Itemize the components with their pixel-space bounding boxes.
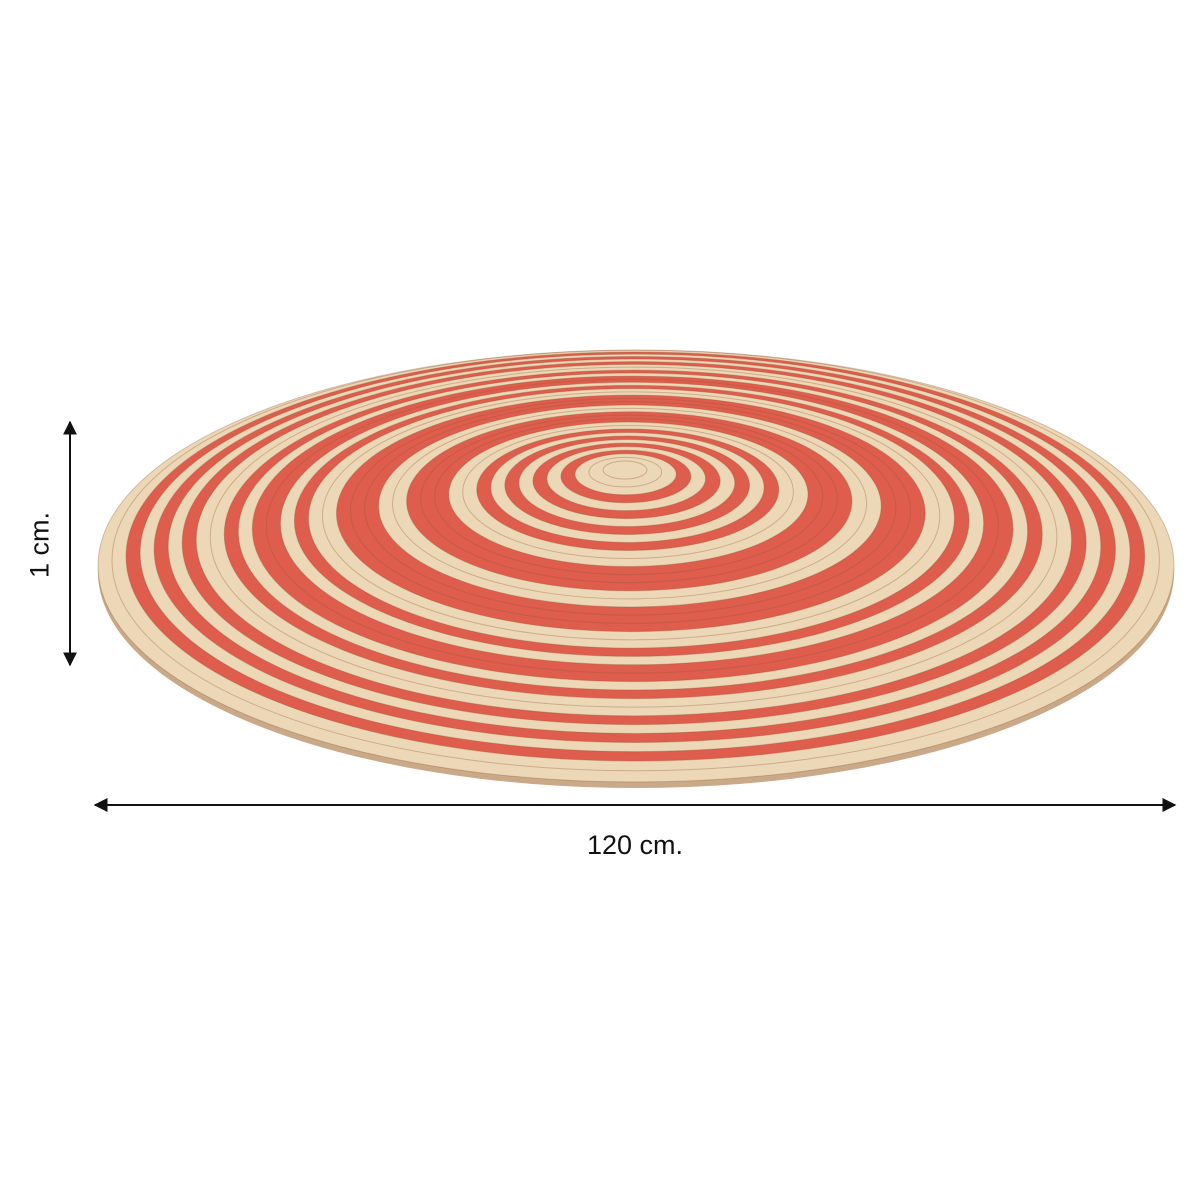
round-rug bbox=[97, 349, 1175, 788]
width-dimension-label: 120 cm. bbox=[586, 830, 684, 860]
rug-ring bbox=[602, 460, 648, 480]
height-dimension-label: 1 cm. bbox=[24, 511, 55, 579]
